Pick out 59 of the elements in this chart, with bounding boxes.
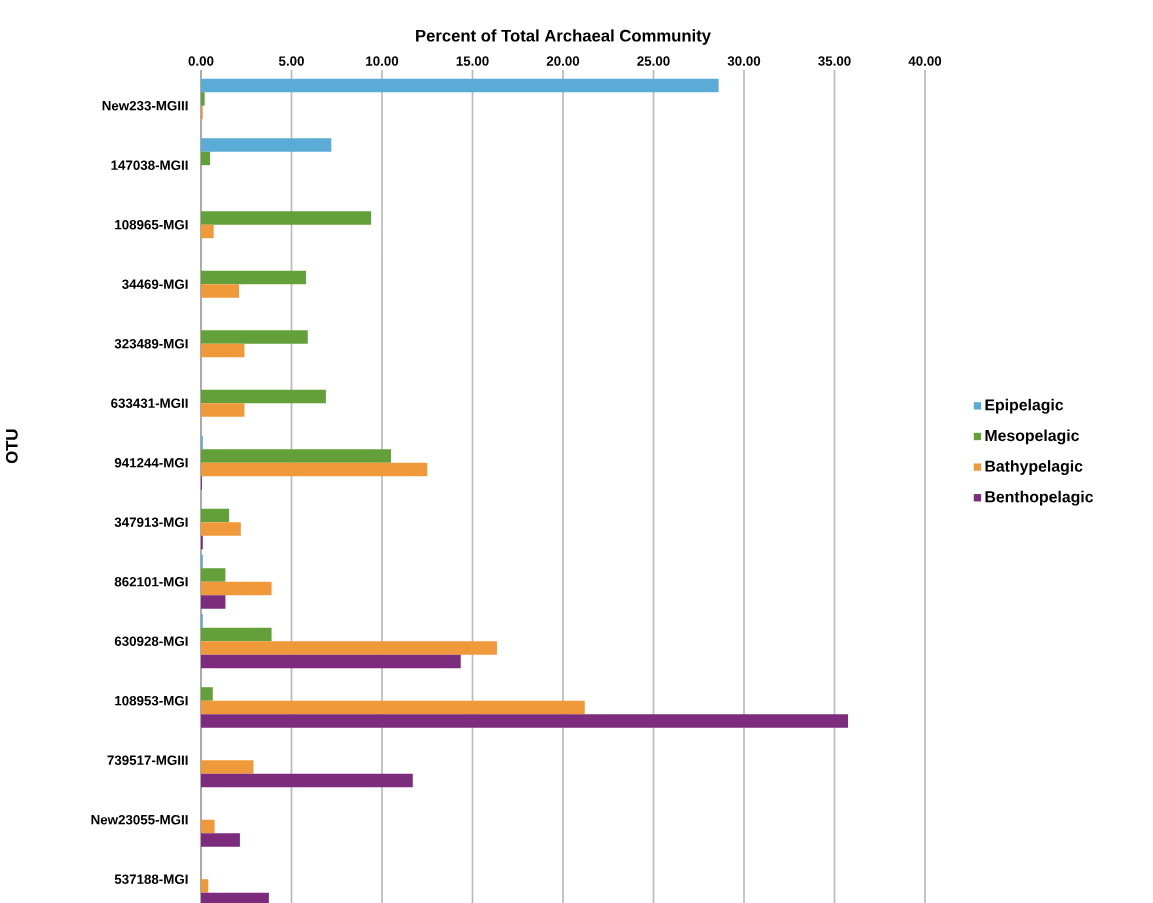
- y-tick-label: 108953-MGI: [115, 695, 188, 706]
- bar: [201, 270, 306, 285]
- x-tick-label: 20.00: [546, 56, 580, 66]
- x-axis-title: Percent of Total Archaeal Community: [416, 29, 711, 45]
- bar: [201, 343, 245, 358]
- bar: [201, 508, 230, 523]
- y-tick-label: New23055-MGII: [91, 814, 188, 825]
- bar: [201, 78, 719, 93]
- bar: [201, 581, 272, 596]
- bar: [201, 773, 413, 788]
- legend-label: Bathypelagic: [985, 460, 1083, 475]
- bar: [201, 641, 497, 655]
- x-tick-label: 30.00: [727, 56, 761, 66]
- bar: [201, 92, 205, 106]
- x-tick-label: 40.00: [908, 56, 942, 66]
- bar: [201, 714, 849, 728]
- bar: [201, 151, 211, 166]
- x-tick-label: 25.00: [637, 56, 670, 66]
- y-tick-label: 633431-MGII: [111, 398, 188, 408]
- y-tick-label: 147038-MGII: [111, 160, 188, 170]
- y-tick-label: 739517-MGIII: [107, 755, 188, 765]
- y-tick-label: 862101-MGI: [114, 577, 188, 587]
- legend-label: Mesopelagic: [985, 429, 1080, 445]
- bar: [201, 700, 585, 715]
- y-axis-title: OTU: [5, 429, 18, 464]
- bar: [201, 403, 245, 417]
- y-tick-label: 347913-MGI: [114, 517, 188, 527]
- bar: [201, 833, 240, 847]
- bar: [201, 224, 214, 239]
- bar: [201, 879, 209, 893]
- legend-label: Benthopelagic: [985, 490, 1094, 506]
- y-tick-label: 34469-MGI: [122, 279, 188, 289]
- x-tick-label: 35.00: [818, 56, 851, 66]
- y-tick-label: 941244-MGI: [114, 457, 188, 468]
- bar: [201, 138, 332, 152]
- bar: [201, 284, 240, 298]
- bar: [201, 462, 428, 477]
- bar: [201, 389, 326, 404]
- bar: [201, 522, 241, 536]
- x-tick-label: 15.00: [456, 56, 489, 66]
- y-tick-label: New233-MGIII: [102, 100, 188, 111]
- bar: [201, 595, 226, 609]
- bar: [201, 654, 461, 669]
- bar: [201, 449, 392, 463]
- bar: [201, 568, 226, 582]
- bar: [201, 687, 213, 701]
- bar: [201, 627, 272, 642]
- bar: [201, 330, 308, 344]
- y-tick-label: 630928-MGI: [114, 636, 188, 646]
- x-tick-label: 0.00: [188, 56, 214, 66]
- x-tick-label: 10.00: [366, 56, 399, 66]
- bar: [201, 211, 372, 225]
- x-tick-label: 5.00: [278, 56, 304, 66]
- legend-label: Epipelagic: [985, 398, 1064, 414]
- y-tick-label: 108965-MGI: [115, 219, 188, 230]
- bar: [201, 819, 215, 834]
- bar: [201, 760, 254, 774]
- y-tick-label: 323489-MGI: [114, 338, 188, 349]
- y-tick-label: 537188-MGI: [114, 874, 188, 884]
